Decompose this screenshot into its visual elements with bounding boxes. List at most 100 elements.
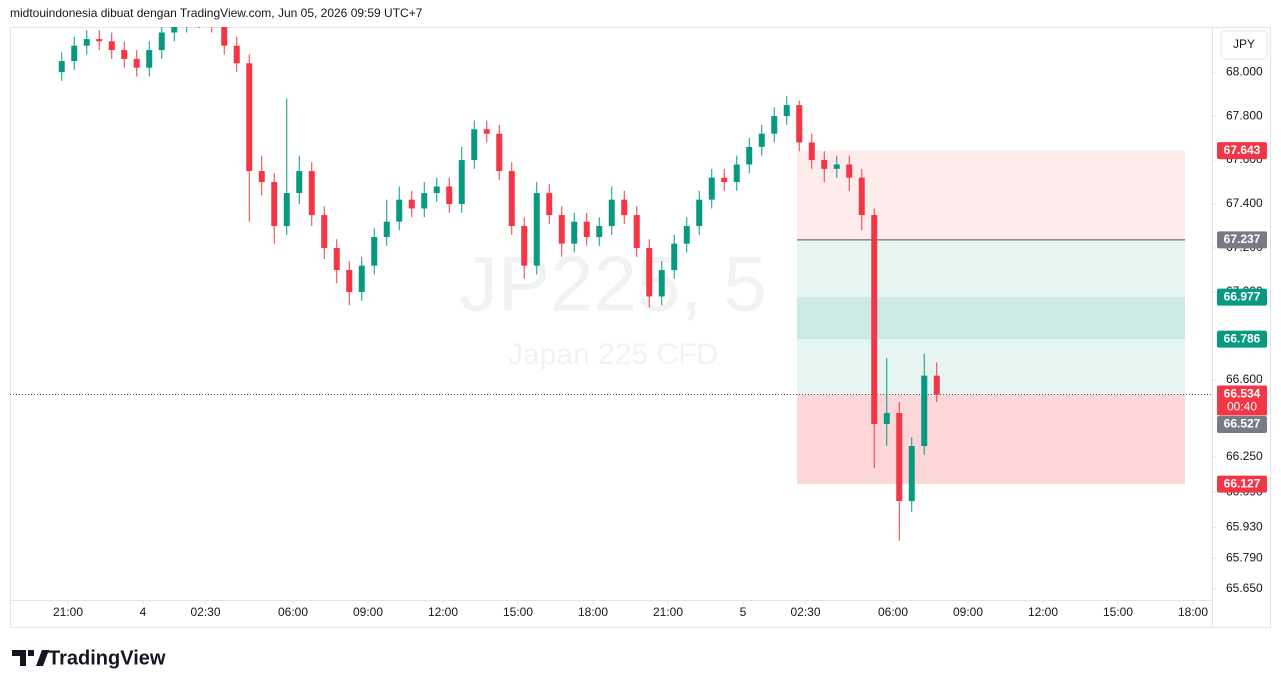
candle-body <box>633 215 640 249</box>
x-tick-label: 18:00 <box>578 605 608 619</box>
candle-body <box>146 50 153 68</box>
logo-icon <box>12 650 49 666</box>
x-tick-label: 21:00 <box>53 605 83 619</box>
candle-body <box>496 133 503 172</box>
candle-body <box>483 129 490 134</box>
candle-body <box>383 221 390 238</box>
candle-body <box>708 177 715 200</box>
candle-body <box>683 226 690 244</box>
candle-body <box>271 182 278 227</box>
candle-body <box>533 193 540 266</box>
candle-body <box>158 32 165 51</box>
candle-body <box>408 199 415 209</box>
candle-body <box>758 133 765 147</box>
countdown: 00:40 <box>1227 400 1257 414</box>
candle-body <box>321 215 328 249</box>
candle-body <box>583 221 590 238</box>
candle-body <box>796 105 803 143</box>
position-zone <box>797 297 1185 340</box>
candle-body <box>296 171 303 194</box>
candle-body <box>346 270 353 293</box>
price-label-box <box>1217 288 1267 306</box>
y-tick-label: 65.650 <box>1226 581 1263 595</box>
current-price-box <box>1217 385 1267 416</box>
x-tick-label: 15:00 <box>1103 605 1133 619</box>
candle-body <box>521 226 528 266</box>
candle-body <box>221 27 228 46</box>
x-tick-label: 09:00 <box>353 605 383 619</box>
position-zone <box>797 394 1185 485</box>
candle-body <box>858 177 865 216</box>
watermark-name: Japan 225 CFD <box>508 338 718 371</box>
candle-body <box>558 215 565 244</box>
candle-body <box>433 186 440 194</box>
y-tick-label: 67.400 <box>1226 196 1263 210</box>
candle-body <box>896 413 903 502</box>
chart-frame <box>10 27 1271 628</box>
price-label-box <box>1217 231 1267 249</box>
candle-body <box>171 27 178 33</box>
candle-body <box>108 41 115 51</box>
price-label-box <box>1217 142 1267 160</box>
candle-body <box>396 199 403 222</box>
candle-body <box>846 164 853 178</box>
candle-body <box>71 45 78 62</box>
current-price-label: 66.534 <box>1224 387 1261 401</box>
candle-body <box>446 186 453 205</box>
price-label: 66.527 <box>1224 417 1261 431</box>
candle-body <box>608 199 615 227</box>
x-tick-label: 4 <box>140 605 147 619</box>
x-tick-label: 09:00 <box>953 605 983 619</box>
logo-text: TradingView <box>48 647 166 669</box>
logo: TradingView <box>12 647 166 669</box>
currency-button[interactable] <box>1220 30 1268 60</box>
candle-body <box>821 160 828 169</box>
candle-body <box>596 226 603 238</box>
candle-body <box>908 446 915 502</box>
candle-body <box>333 248 340 271</box>
candle-body <box>571 221 578 244</box>
candle-body <box>871 215 878 425</box>
x-tick-label: 15:00 <box>503 605 533 619</box>
candle-body <box>733 164 740 183</box>
candle-body <box>771 116 778 134</box>
y-tick-label: 67.800 <box>1226 108 1263 122</box>
currency[interactable]: JPY <box>1233 37 1255 51</box>
y-tick-label: 65.930 <box>1226 520 1263 534</box>
candle-body <box>696 199 703 227</box>
y-tick-label: 65.790 <box>1226 550 1263 564</box>
candle-body <box>458 160 465 205</box>
y-tick-label: 66.250 <box>1226 449 1263 463</box>
candle-body <box>233 45 240 64</box>
candle-body <box>783 105 790 117</box>
watermark-symbol: JP225, 5 <box>459 240 767 328</box>
candle-body <box>96 39 103 42</box>
price-label: 67.643 <box>1224 143 1261 157</box>
price-label: 67.237 <box>1224 232 1261 246</box>
candle-body <box>621 199 628 216</box>
candle-body <box>246 63 253 172</box>
position-zone <box>797 150 1185 240</box>
price-label: 66.127 <box>1224 476 1261 490</box>
candle-body <box>721 177 728 183</box>
candle-body <box>746 146 753 165</box>
candle-body <box>658 270 665 297</box>
price-label-box <box>1217 475 1267 493</box>
x-tick-label: 02:30 <box>190 605 220 619</box>
candle-body <box>308 171 315 216</box>
price-label-box <box>1217 330 1267 348</box>
candle-body <box>933 375 940 395</box>
position-zone <box>797 239 1185 395</box>
y-tick-label: 68.000 <box>1226 64 1263 78</box>
candle-body <box>833 164 840 169</box>
candle-body <box>283 193 290 227</box>
x-tick-label: 21:00 <box>653 605 683 619</box>
candle-body <box>58 61 65 73</box>
x-tick-label: 12:00 <box>428 605 458 619</box>
price-label: 66.977 <box>1224 289 1261 303</box>
x-tick-label: 06:00 <box>278 605 308 619</box>
candle-body <box>921 375 928 447</box>
candle-body <box>883 413 890 425</box>
